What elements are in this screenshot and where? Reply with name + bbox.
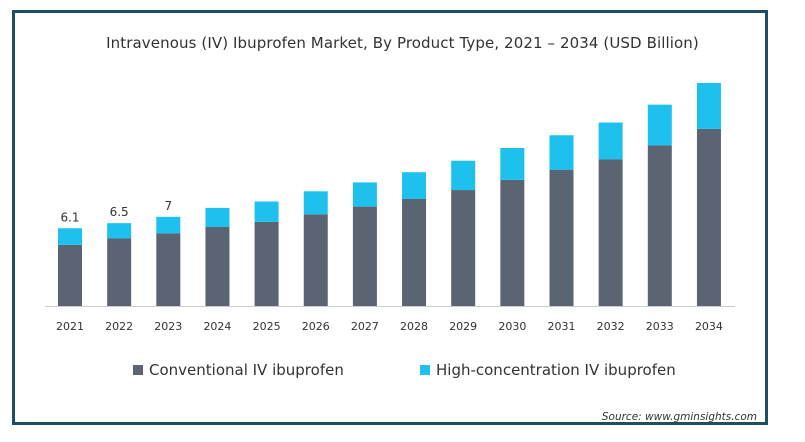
bar-high-concentration-2028 xyxy=(402,172,427,199)
x-tick-label-2021: 2021 xyxy=(56,320,84,333)
bar-high-concentration-2024 xyxy=(205,207,230,227)
data-label-2021: 6.1 xyxy=(60,210,79,224)
chart-title: Intravenous (IV) Ibuprofen Market, By Pr… xyxy=(106,34,699,52)
bar-conventional-2031 xyxy=(549,169,574,306)
x-tick-label-2023: 2023 xyxy=(154,320,182,333)
bar-high-concentration-2031 xyxy=(549,135,574,170)
source-note: Source: www.gminsights.com xyxy=(601,411,757,423)
x-tick-label-2027: 2027 xyxy=(351,320,379,333)
legend-label-high-concentration: High-concentration IV ibuprofen xyxy=(436,361,676,379)
bar-high-concentration-2021 xyxy=(58,228,82,245)
x-tick-label-2030: 2030 xyxy=(498,320,526,333)
bar-conventional-2033 xyxy=(647,145,672,306)
bar-conventional-2034 xyxy=(696,128,721,306)
x-tick-label-2028: 2028 xyxy=(400,320,428,333)
bar-conventional-2026 xyxy=(303,214,328,306)
x-tick-label-2033: 2033 xyxy=(646,320,674,333)
x-tick-label-2022: 2022 xyxy=(105,320,133,333)
data-label-2022: 6.5 xyxy=(110,205,129,219)
bar-high-concentration-2023 xyxy=(156,216,181,234)
bar-conventional-2030 xyxy=(500,179,525,306)
bar-high-concentration-2032 xyxy=(598,122,623,160)
legend-item-conventional: Conventional IV ibuprofen xyxy=(133,361,344,379)
bar-conventional-2022 xyxy=(107,238,132,306)
bar-high-concentration-2022 xyxy=(107,223,132,239)
bar-conventional-2024 xyxy=(205,226,230,306)
bar-conventional-2032 xyxy=(598,159,623,306)
bar-high-concentration-2033 xyxy=(647,104,672,146)
bar-high-concentration-2025 xyxy=(254,201,279,222)
x-tick-label-2025: 2025 xyxy=(253,320,281,333)
chart-frame xyxy=(12,10,768,425)
legend-label-conventional: Conventional IV ibuprofen xyxy=(149,361,344,379)
legend-swatch-high-concentration xyxy=(420,365,430,375)
bar-conventional-2027 xyxy=(352,206,377,306)
x-tick-label-2031: 2031 xyxy=(548,320,576,333)
bar-high-concentration-2034 xyxy=(696,83,721,129)
bar-high-concentration-2026 xyxy=(303,191,328,215)
bar-conventional-2025 xyxy=(254,221,279,306)
bar-high-concentration-2029 xyxy=(451,160,476,191)
bar-high-concentration-2027 xyxy=(352,182,377,207)
x-tick-label-2029: 2029 xyxy=(449,320,477,333)
bar-conventional-2029 xyxy=(451,190,476,306)
bar-conventional-2028 xyxy=(402,198,427,306)
x-tick-label-2024: 2024 xyxy=(203,320,231,333)
bar-conventional-2021 xyxy=(58,244,82,306)
x-tick-label-2034: 2034 xyxy=(695,320,723,333)
bar-conventional-2023 xyxy=(156,233,181,306)
legend-item-high-concentration: High-concentration IV ibuprofen xyxy=(420,361,676,379)
x-tick-label-2026: 2026 xyxy=(302,320,330,333)
x-tick-label-2032: 2032 xyxy=(597,320,625,333)
legend-swatch-conventional xyxy=(133,365,143,375)
bar-high-concentration-2030 xyxy=(500,147,525,180)
data-label-2023: 7 xyxy=(164,199,172,213)
